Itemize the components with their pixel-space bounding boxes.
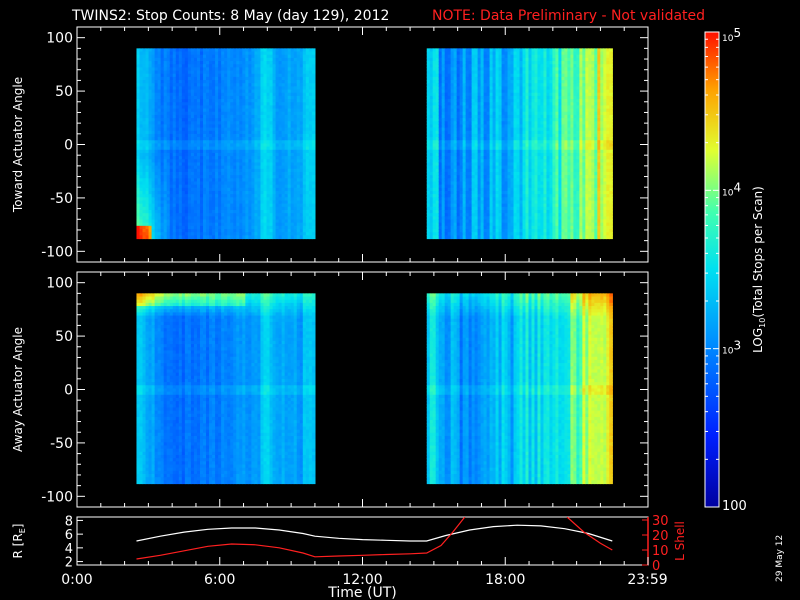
xtick-3: 18:00 bbox=[485, 572, 525, 588]
colorbar-tick-0: 105 bbox=[722, 26, 741, 44]
toward-data-block-1 bbox=[136, 48, 316, 240]
r-ytick-2: 4 bbox=[65, 542, 73, 557]
r-axis-label: R [RE] bbox=[11, 524, 27, 559]
l-shell-series-line-2 bbox=[566, 517, 613, 551]
xtick-2: 12:00 bbox=[342, 572, 382, 588]
xtick-0: 0:00 bbox=[61, 572, 92, 588]
r-ytick-3: 2 bbox=[65, 556, 73, 571]
toward-heatmap-panel: 100 50 0 -50 -100 Toward Actuator Angle bbox=[11, 26, 649, 263]
chart-title: TWINS2: Stop Counts: 8 May (day 129), 20… bbox=[72, 8, 390, 24]
toward-ylabel: Toward Actuator Angle bbox=[11, 77, 25, 213]
away-ytick-0: 100 bbox=[46, 276, 73, 292]
colorbar-gradient bbox=[704, 31, 720, 508]
toward-ytick-4: -100 bbox=[41, 244, 73, 260]
date-stamp: 29 May 12 bbox=[775, 534, 785, 582]
xtick-4: 23:59 bbox=[627, 572, 667, 588]
xtick-1: 6:00 bbox=[204, 572, 235, 588]
lshell-ytick-3: 0 bbox=[652, 559, 660, 574]
lshell-ytick-2: 10 bbox=[652, 544, 669, 559]
away-ytick-1: 50 bbox=[55, 329, 73, 345]
away-ytick-4: -100 bbox=[41, 489, 73, 505]
lshell-ytick-0: 30 bbox=[652, 514, 669, 529]
l-shell-series-line bbox=[136, 517, 466, 560]
colorbar-tick-2: 103 bbox=[722, 339, 741, 357]
away-ylabel: Away Actuator Angle bbox=[11, 327, 25, 452]
toward-ytick-0: 100 bbox=[46, 31, 73, 47]
r-ytick-1: 6 bbox=[65, 528, 73, 543]
toward-ytick-1: 50 bbox=[55, 84, 73, 100]
away-ytick-2: 0 bbox=[64, 383, 73, 399]
r-ytick-0: 8 bbox=[65, 514, 73, 529]
away-data-block-1 bbox=[136, 293, 316, 485]
x-axis-label: Time (UT) bbox=[327, 585, 396, 600]
colorbar-tick-1: 104 bbox=[722, 180, 741, 198]
toward-ytick-2: 0 bbox=[64, 138, 73, 154]
toward-ytick-3: -50 bbox=[50, 191, 73, 207]
colorbar: 105 104 103 100 LOG10(Total Stops per Scan) bbox=[704, 26, 767, 514]
r-series-line bbox=[136, 524, 613, 542]
away-data-block-2 bbox=[426, 293, 613, 485]
away-ytick-3: -50 bbox=[50, 436, 73, 452]
away-heatmap-panel: 100 50 0 -50 -100 Away Actuator Angle bbox=[11, 271, 649, 508]
lshell-ytick-1: 20 bbox=[652, 529, 669, 544]
colorbar-label: LOG10(Total Stops per Scan) bbox=[751, 186, 767, 353]
colorbar-tick-3: 100 bbox=[722, 499, 747, 514]
lshell-axis-label: L Shell bbox=[673, 521, 687, 561]
preliminary-note: NOTE: Data Preliminary - Not validated bbox=[432, 8, 706, 24]
toward-data-block-2 bbox=[426, 48, 613, 240]
